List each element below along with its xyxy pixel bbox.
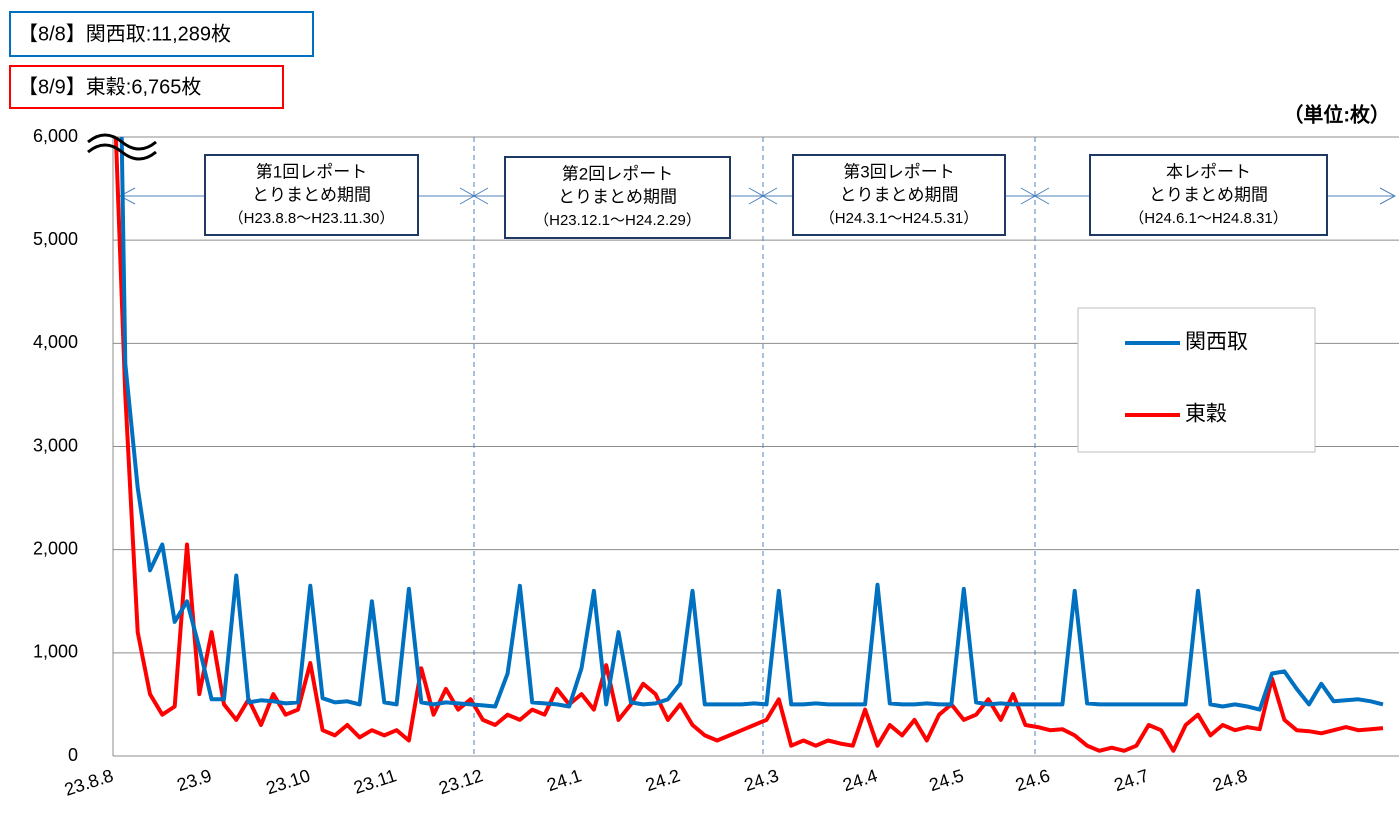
period-box bbox=[1089, 154, 1328, 236]
period-sub: とりまとめ期間 bbox=[252, 185, 371, 204]
x-tick-label: 24.3 bbox=[742, 765, 782, 795]
header-box bbox=[9, 11, 314, 57]
x-tick-label: 24.1 bbox=[544, 765, 584, 795]
period-title: 第2回レポート bbox=[562, 164, 673, 183]
period-sub: とりまとめ期間 bbox=[1149, 185, 1268, 204]
x-tick-label: 24.2 bbox=[643, 765, 683, 795]
axis-break bbox=[87, 133, 157, 161]
series-line bbox=[113, 137, 1384, 753]
header-blue: 【8/8】関西取:11,289枚 bbox=[18, 22, 231, 45]
x-tick-label: 24.6 bbox=[1013, 765, 1053, 795]
period-title: 本レポート bbox=[1166, 162, 1251, 181]
period-range: （H23.8.8～H23.11.30） bbox=[229, 210, 395, 227]
legend bbox=[1077, 307, 1316, 453]
series-line bbox=[119, 137, 1384, 712]
x-tick-label: 23.9 bbox=[175, 765, 215, 795]
y-tick-label: 4,000 bbox=[33, 332, 78, 352]
y-tick-label: 6,000 bbox=[33, 126, 78, 146]
period-sub: とりまとめ期間 bbox=[558, 187, 677, 206]
y-tick-label: 1,000 bbox=[33, 642, 78, 662]
x-tick-label: 23.10 bbox=[264, 765, 313, 798]
period-box bbox=[792, 154, 1006, 236]
header-box bbox=[9, 65, 284, 109]
legend-label: 関西取 bbox=[1185, 331, 1248, 354]
period-title: 第3回レポート bbox=[843, 162, 954, 181]
y-tick-label: 5,000 bbox=[33, 229, 78, 249]
period-title: 第1回レポート bbox=[256, 162, 367, 181]
y-tick-label: 0 bbox=[68, 745, 78, 765]
legend-label: 東穀 bbox=[1185, 403, 1227, 426]
period-sub: とりまとめ期間 bbox=[840, 185, 959, 204]
period-box bbox=[504, 156, 731, 239]
x-tick-label: 23.11 bbox=[351, 765, 399, 798]
y-tick-label: 2,000 bbox=[33, 538, 78, 558]
x-tick-label: 23.12 bbox=[436, 765, 485, 798]
period-range: （H24.6.1～H24.8.31） bbox=[1129, 210, 1287, 227]
x-tick-label: 23.8.8 bbox=[62, 765, 116, 799]
y-tick-label: 3,000 bbox=[33, 435, 78, 455]
period-box bbox=[204, 154, 419, 236]
unit-label: （単位:枚） bbox=[1283, 102, 1390, 126]
header-red: 【8/9】東穀:6,765枚 bbox=[18, 75, 201, 98]
period-range: （H24.3.1～H24.5.31） bbox=[820, 210, 978, 227]
period-range: （H23.12.1～H24.2.29） bbox=[534, 212, 701, 229]
x-tick-label: 24.8 bbox=[1210, 765, 1250, 795]
x-tick-label: 24.5 bbox=[927, 765, 967, 795]
x-tick-label: 24.7 bbox=[1112, 765, 1152, 795]
x-tick-label: 24.4 bbox=[840, 765, 880, 795]
